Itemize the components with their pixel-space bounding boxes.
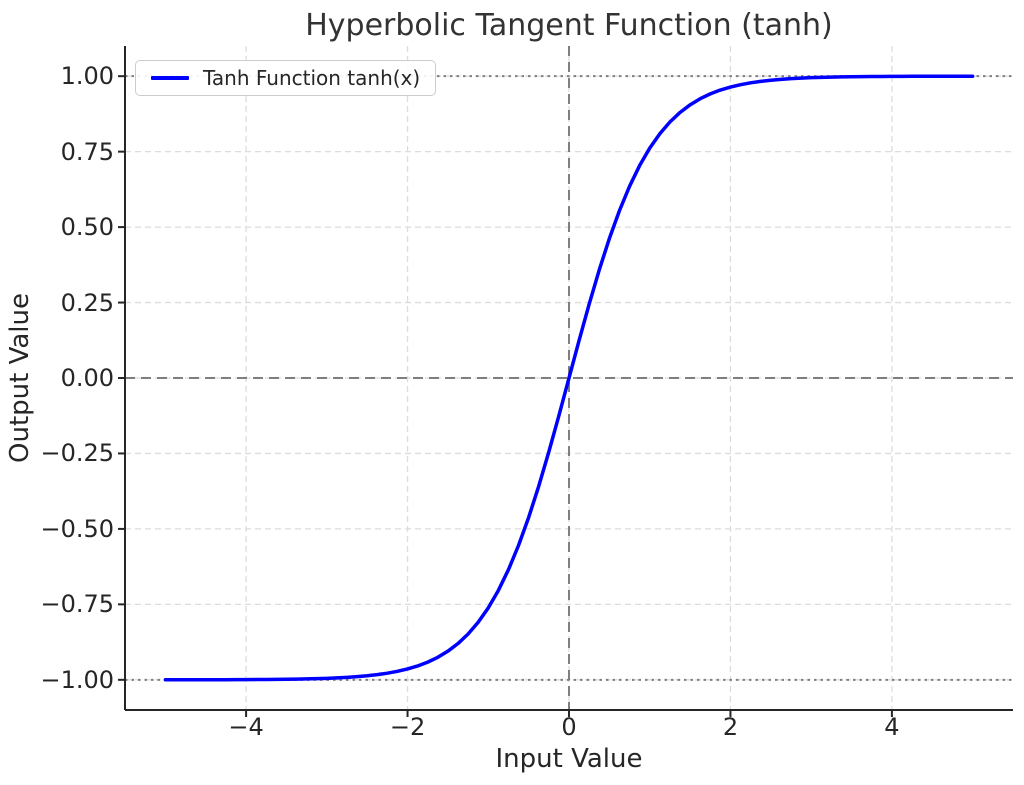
- x-tick-label: −2: [389, 713, 426, 741]
- legend-line-sample: [151, 76, 189, 80]
- x-tick-label: 2: [722, 713, 739, 741]
- tanh-curve: [163, 74, 975, 682]
- y-tick-label: −1.00: [40, 665, 114, 694]
- series-line: [163, 74, 975, 682]
- y-tick-label: −0.25: [40, 439, 114, 468]
- y-tick-label: 0.00: [60, 364, 114, 392]
- x-tick-label: 4: [884, 713, 900, 741]
- y-tick-label: 1.00: [60, 62, 114, 91]
- y-tick-label: −0.50: [40, 514, 114, 543]
- y-tick-label: 0.25: [60, 288, 114, 317]
- x-axis-label: Input Value: [495, 744, 643, 774]
- chart-title: Hyperbolic Tangent Function (tanh): [305, 8, 833, 43]
- x-tick-label: −4: [228, 713, 264, 741]
- x-tick-label: 0: [561, 713, 577, 741]
- legend[interactable]: Tanh Function tanh(x): [135, 60, 437, 96]
- y-tick-label: 0.50: [60, 213, 114, 242]
- axis-ticks: [118, 75, 893, 717]
- y-axis-label: Output Value: [5, 293, 35, 463]
- y-tick-label: 0.75: [60, 137, 114, 166]
- legend-label: Tanh Function tanh(x): [203, 66, 421, 90]
- y-tick-label: −0.75: [40, 590, 114, 619]
- reference-lines: [125, 46, 1013, 710]
